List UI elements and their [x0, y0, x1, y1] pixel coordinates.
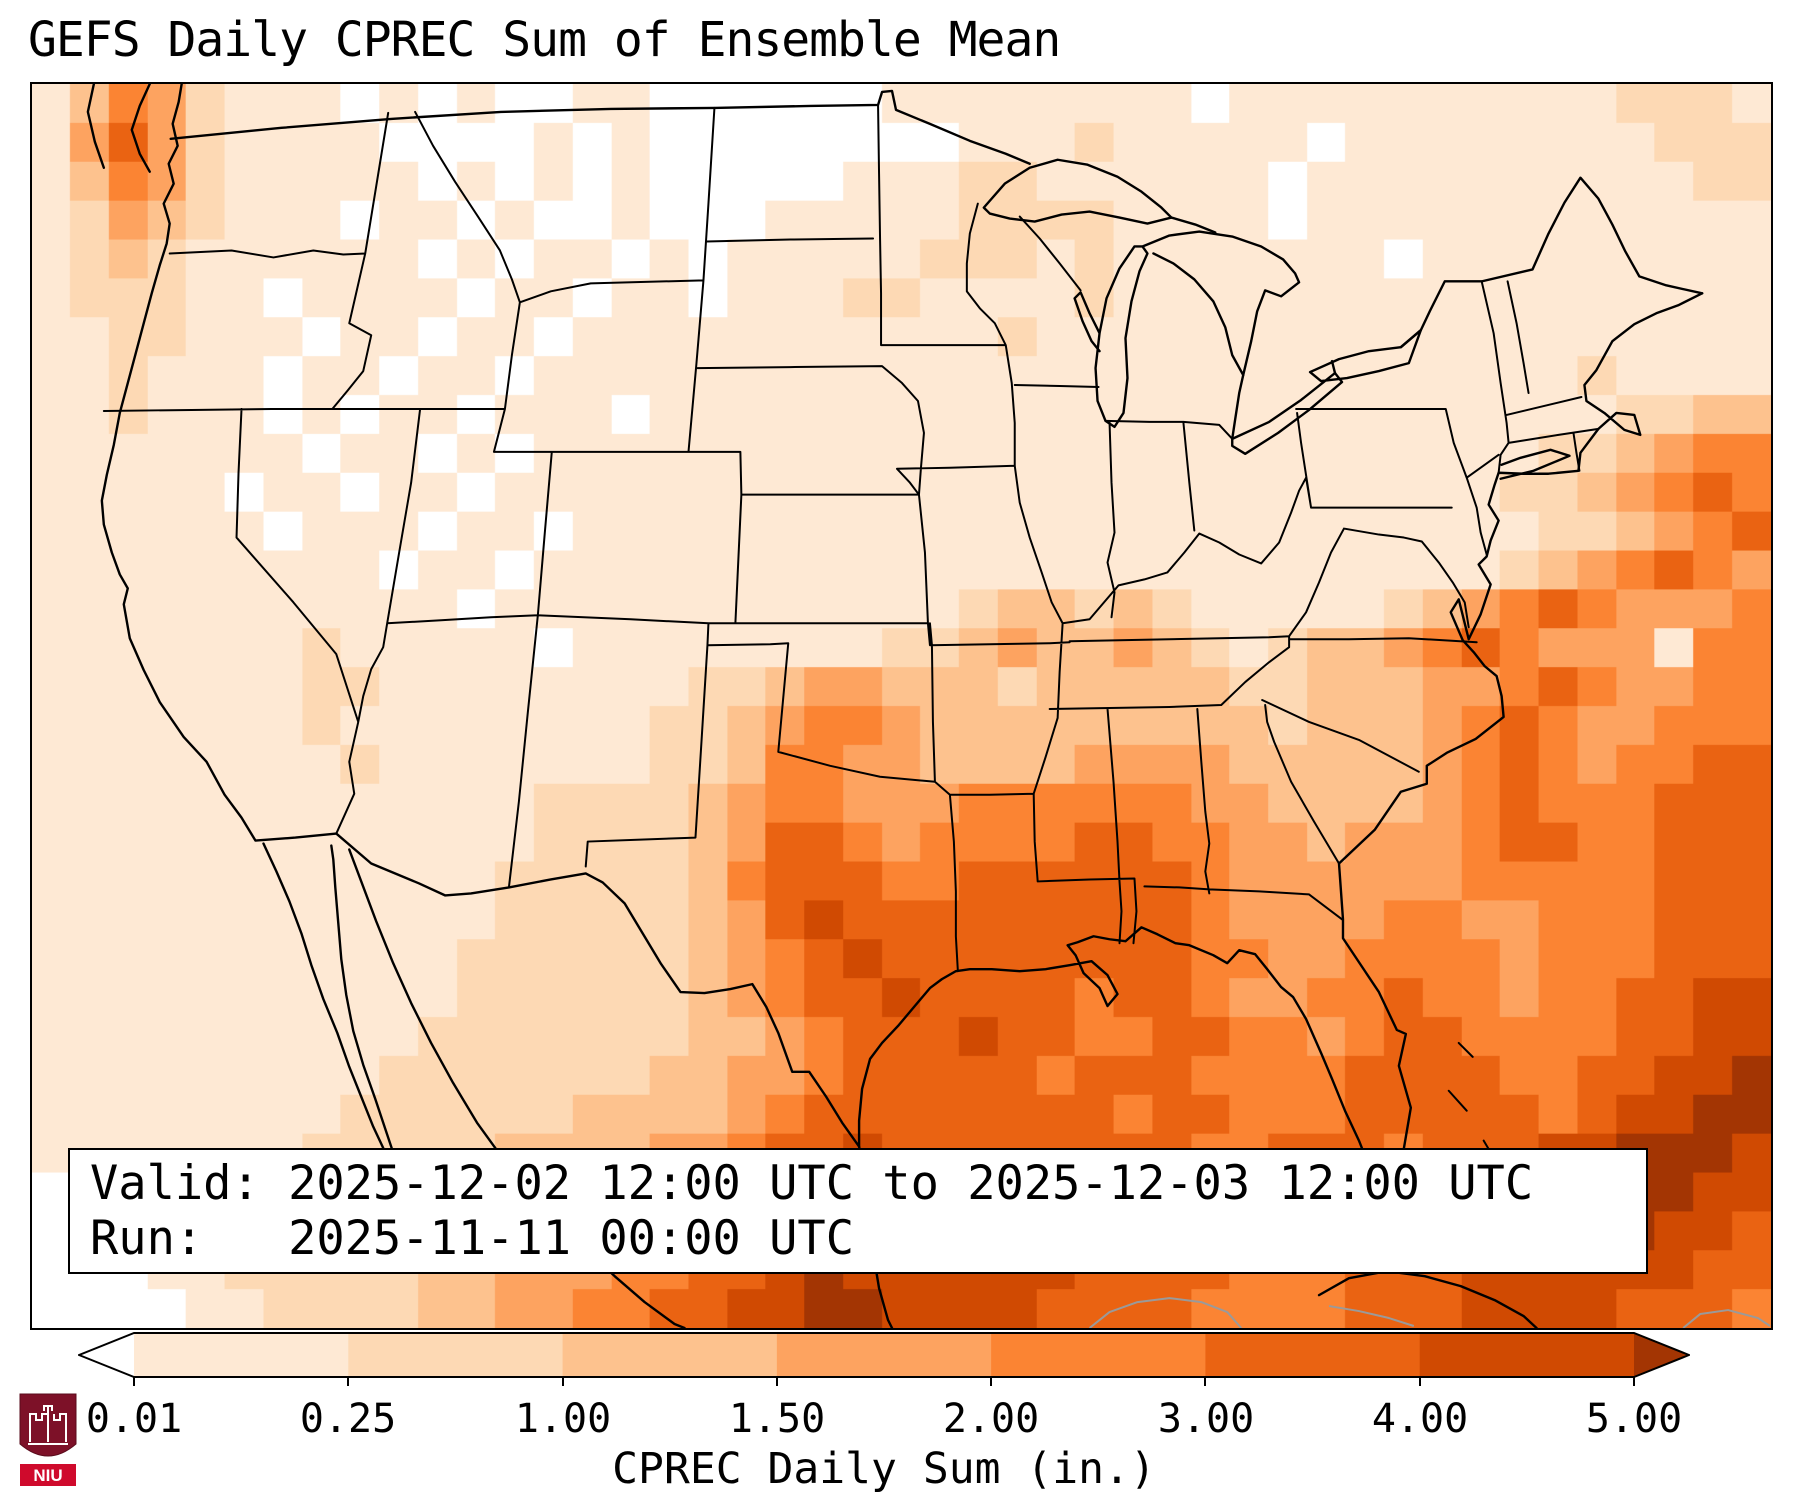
logo-castle-icon	[28, 1405, 68, 1445]
colorbar	[76, 1332, 1692, 1390]
great-lakes	[982, 158, 1423, 456]
colorbar-ticks	[133, 1377, 1635, 1386]
tick-4.00: 4.00	[1371, 1396, 1469, 1442]
tick-2.00: 2.00	[942, 1396, 1040, 1442]
colorbar-svg	[76, 1332, 1692, 1386]
chart-title: GEFS Daily CPREC Sum of Ensemble Mean	[28, 12, 1061, 68]
cuba-coast	[1317, 1269, 1538, 1328]
tick-5.00: 5.00	[1585, 1396, 1683, 1442]
precipitation-heatmap	[32, 84, 1771, 1328]
valid-line: Valid: 2025-12-02 12:00 UTC to 2025-12-0…	[90, 1156, 1534, 1211]
map-panel: Valid: 2025-12-02 12:00 UTC to 2025-12-0…	[30, 82, 1773, 1330]
logo-text: NIU	[33, 1466, 62, 1485]
us-coast-outline	[100, 84, 1704, 1194]
valid-run-info-box: Valid: 2025-12-02 12:00 UTC to 2025-12-0…	[68, 1148, 1648, 1274]
bc-islands	[86, 84, 151, 173]
canada-border	[169, 89, 1704, 441]
gray-coastlines	[1088, 1297, 1771, 1328]
state-borders	[102, 103, 1600, 973]
run-line: Run: 2025-11-11 00:00 UTC	[90, 1211, 855, 1267]
logo-band	[20, 1464, 76, 1486]
long-island	[1499, 448, 1571, 480]
tick-0.01: 0.01	[85, 1396, 183, 1442]
tick-1.00: 1.00	[514, 1396, 612, 1442]
tick-3.00: 3.00	[1157, 1396, 1255, 1442]
tick-1.50: 1.50	[728, 1396, 826, 1442]
colorbar-axis-label: CPREC Daily Sum (in.)	[612, 1444, 1156, 1494]
bahamas-islands	[1447, 1041, 1498, 1164]
colorbar-segments	[79, 1333, 1689, 1377]
tick-0.25: 0.25	[299, 1396, 397, 1442]
niu-logo: NIU	[19, 1393, 77, 1486]
geography-overlay	[86, 84, 1771, 1328]
